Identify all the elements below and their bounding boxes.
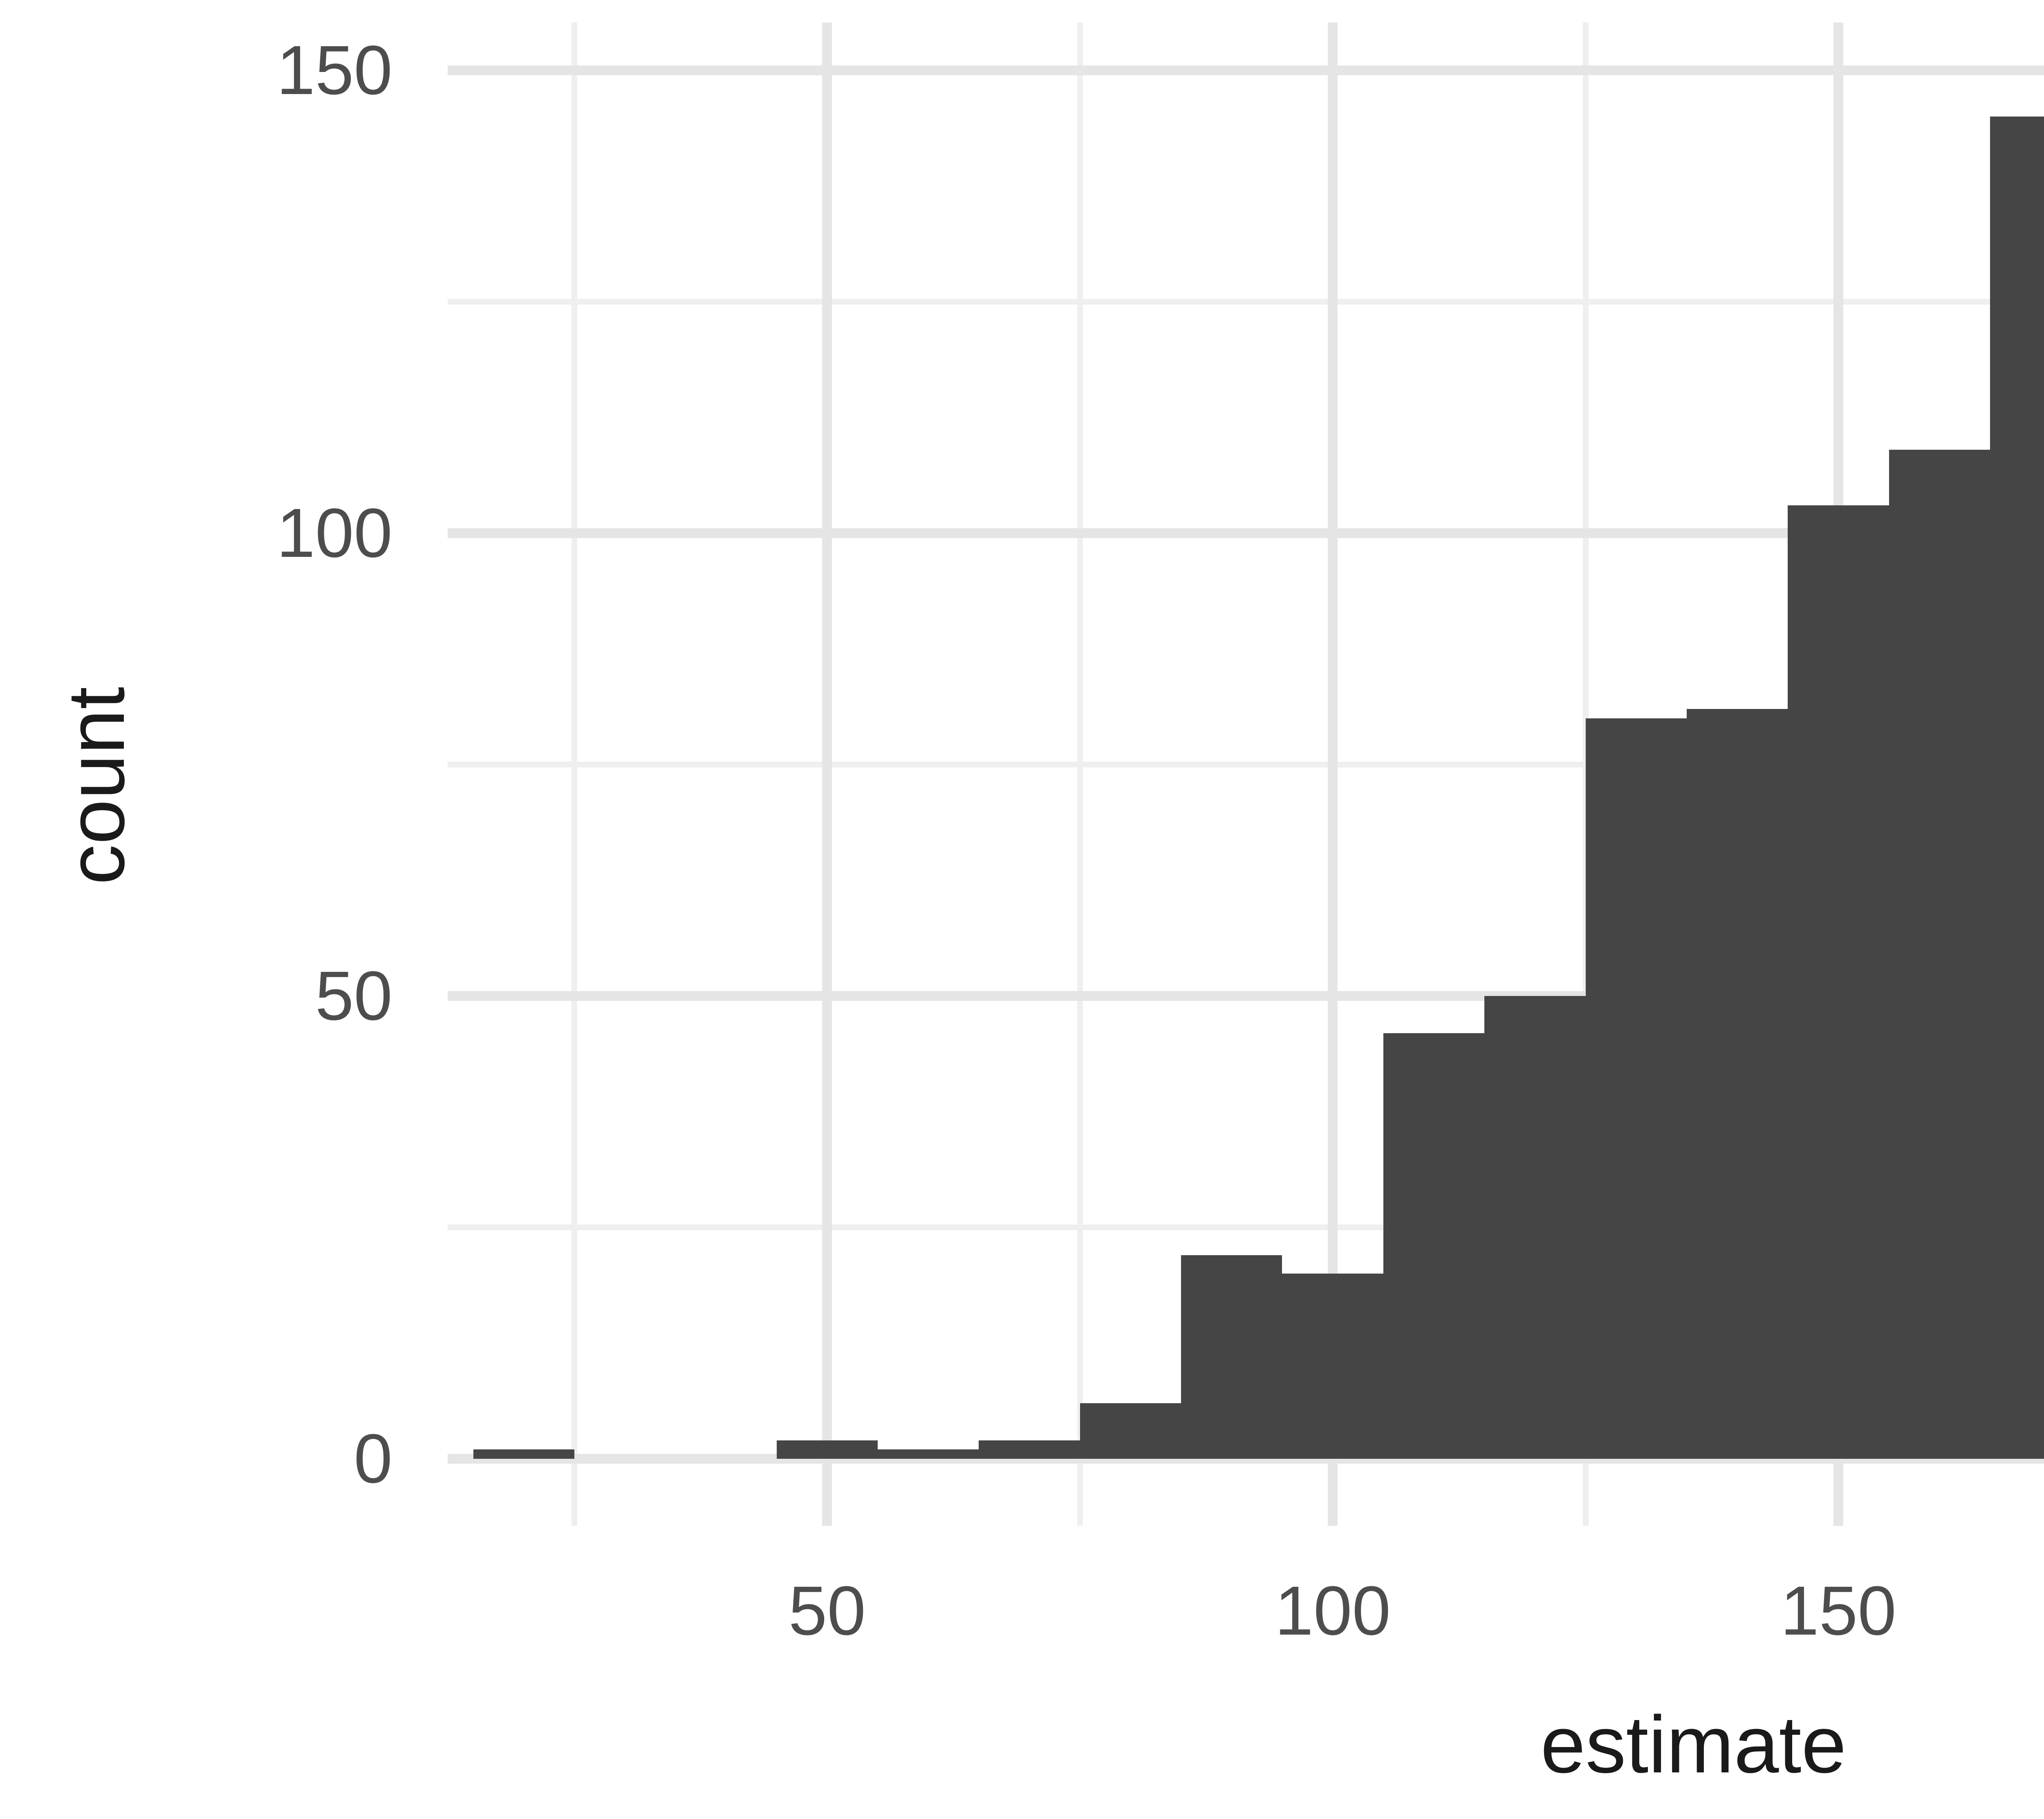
y-tick-label: 100: [276, 494, 392, 572]
grid-major-line-x: [822, 22, 832, 1526]
histogram-bar: [1788, 505, 1889, 1459]
histogram-bar: [1282, 1274, 1383, 1459]
histogram-bar: [1889, 450, 1990, 1459]
grid-major-line-y: [448, 65, 2044, 76]
histogram-bar: [1990, 117, 2044, 1459]
y-axis-title: count: [51, 686, 141, 885]
histogram-bar: [1686, 709, 1788, 1459]
histogram-bar: [1383, 1033, 1485, 1459]
histogram-bar: [473, 1449, 574, 1459]
grid-major-line-y: [448, 528, 2044, 538]
grid-minor-line-y: [448, 299, 2044, 305]
x-tick-label: 150: [1780, 1572, 1896, 1650]
histogram-bar: [1585, 718, 1687, 1459]
x-axis-title: estimate: [1540, 1699, 1847, 1790]
histogram-bar: [979, 1440, 1080, 1459]
y-tick-label: 0: [354, 1420, 392, 1498]
x-tick-label: 50: [788, 1572, 866, 1650]
y-tick-label: 150: [276, 31, 392, 110]
histogram-bar: [878, 1449, 979, 1459]
grid-minor-line-x: [1077, 22, 1083, 1526]
plot-panel: [448, 22, 2044, 1526]
grid-minor-line-x: [571, 22, 577, 1526]
histogram-bar: [1080, 1403, 1181, 1459]
y-tick-label: 50: [315, 957, 392, 1035]
histogram-bar: [1484, 996, 1586, 1459]
x-tick-label: 100: [1275, 1572, 1391, 1650]
histogram-bar: [776, 1440, 878, 1459]
histogram-bar: [1181, 1255, 1282, 1459]
